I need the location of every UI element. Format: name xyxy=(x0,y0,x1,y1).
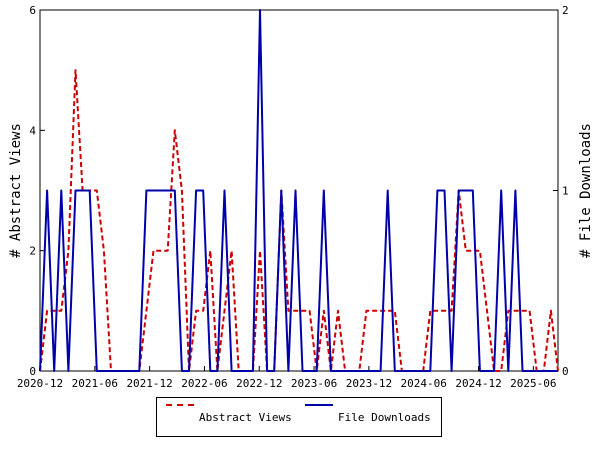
x-tick-label: 2022-12 xyxy=(236,377,282,390)
plot-area: 0 2 4 6 0 1 2 2020-12 2021-06 2021-12 2022-06 2022-… xyxy=(8,4,594,390)
right-tick-label: 0 xyxy=(562,365,569,378)
series-line-abstract-views xyxy=(39,69,559,372)
series-line-file-downloads xyxy=(39,9,558,372)
left-tick-label: 2 xyxy=(29,245,36,258)
y-right-axis-title: # File Downloads xyxy=(578,123,594,258)
x-tick-label: 2023-12 xyxy=(346,377,392,390)
left-tick-label: 0 xyxy=(29,365,36,378)
left-tick-label: 6 xyxy=(29,4,36,17)
right-tick-label: 1 xyxy=(562,185,569,198)
x-tick-label: 2023-06 xyxy=(291,377,337,390)
legend-swatch-file-downloads xyxy=(305,404,333,406)
legend-label-abstract-views: Abstract Views xyxy=(199,411,292,424)
y-left-axis-title: # Abstract Views xyxy=(8,123,24,258)
x-tick-label: 2021-12 xyxy=(126,377,172,390)
legend-label-file-downloads: File Downloads xyxy=(338,411,431,424)
right-tick-label: 2 xyxy=(562,4,569,17)
x-tick-label: 2024-12 xyxy=(455,377,501,390)
legend-swatch-abstract-views xyxy=(166,404,194,406)
x-tick-label: 2024-06 xyxy=(401,377,447,390)
x-tick-label: 2020-12 xyxy=(17,377,63,390)
legend: Abstract Views File Downloads xyxy=(156,397,442,437)
plot-frame xyxy=(39,9,559,372)
x-tick-label: 2022-06 xyxy=(181,377,227,390)
x-tick-label: 2021-06 xyxy=(72,377,118,390)
x-tick-label: 2025-06 xyxy=(510,377,556,390)
left-tick-label: 4 xyxy=(29,124,36,137)
